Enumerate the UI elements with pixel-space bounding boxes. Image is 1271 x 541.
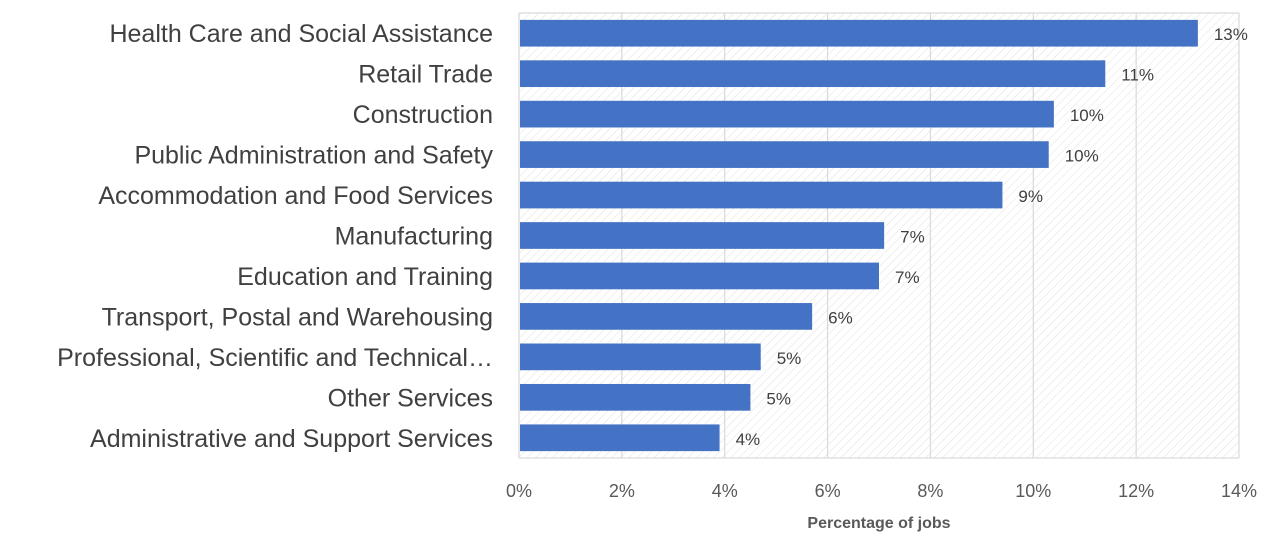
bar (520, 19, 1198, 47)
x-tick-label: 8% (917, 481, 943, 501)
category-label: Accommodation and Food Services (98, 182, 493, 210)
data-labels: 13% 11% 10% 10% 9% 7% 7% 6% 5% 5% 4% (736, 25, 1248, 449)
x-tick-label: 12% (1118, 481, 1154, 501)
data-label: 7% (900, 228, 925, 247)
bar (520, 181, 1003, 209)
category-label: Professional, Scientific and Technical… (57, 344, 493, 372)
category-label: Retail Trade (358, 61, 493, 89)
bar (520, 424, 720, 452)
data-label: 10% (1065, 147, 1099, 166)
category-label: Construction (353, 101, 493, 129)
data-label: 11% (1121, 66, 1154, 85)
data-label: 5% (777, 349, 802, 368)
bar (520, 262, 879, 290)
x-tick-label: 6% (815, 481, 841, 501)
data-label: 9% (1018, 187, 1043, 206)
category-label: Transport, Postal and Warehousing (102, 303, 493, 331)
data-label: 10% (1070, 106, 1104, 125)
x-axis-ticks: 0% 2% 4% 6% 8% 10% 12% 14% (506, 481, 1257, 501)
category-label: Health Care and Social Assistance (109, 20, 493, 48)
bar (520, 141, 1049, 168)
x-tick-label: 14% (1221, 481, 1257, 501)
data-label: 6% (828, 308, 853, 327)
x-axis-title: Percentage of jobs (807, 515, 950, 532)
category-label: Public Administration and Safety (134, 142, 493, 170)
bars (520, 19, 1198, 452)
x-tick-label: 0% (506, 481, 532, 501)
category-labels: Health Care and Social Assistance Retail … (57, 20, 493, 453)
bar (520, 343, 761, 371)
bar (520, 222, 885, 249)
data-label: 5% (766, 389, 791, 408)
bar (520, 303, 813, 330)
bar (520, 60, 1106, 88)
category-label: Education and Training (237, 263, 493, 291)
category-label: Manufacturing (335, 223, 493, 251)
category-label: Administrative and Support Services (90, 425, 493, 453)
x-tick-label: 4% (712, 481, 738, 501)
data-label: 7% (895, 268, 920, 287)
data-label: 13% (1214, 25, 1248, 44)
category-label: Other Services (328, 384, 493, 412)
bar (520, 383, 751, 411)
x-tick-label: 2% (609, 481, 635, 501)
bar (520, 100, 1054, 128)
data-label: 4% (736, 430, 761, 449)
x-tick-label: 10% (1015, 481, 1051, 501)
